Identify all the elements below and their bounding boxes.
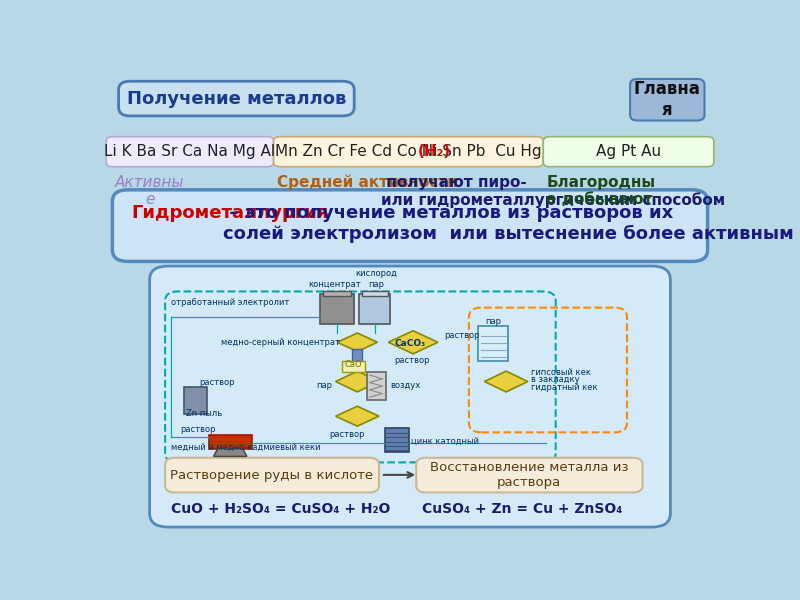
Polygon shape <box>388 331 438 354</box>
Polygon shape <box>485 371 528 392</box>
Polygon shape <box>337 333 378 352</box>
Bar <box>352 349 362 361</box>
FancyBboxPatch shape <box>112 190 708 262</box>
Text: Гидрометаллургия: Гидрометаллургия <box>131 203 328 221</box>
Polygon shape <box>209 434 252 449</box>
Text: в закладку: в закладку <box>531 376 579 385</box>
Bar <box>359 294 390 324</box>
Text: Благородны
е добывают: Благородны е добывают <box>546 175 655 207</box>
Text: отработанный электролит: отработанный электролит <box>171 298 290 307</box>
Bar <box>478 326 508 361</box>
Text: CuO + H₂SO₄ = CuSO₄ + H₂O: CuO + H₂SO₄ = CuSO₄ + H₂O <box>171 502 390 515</box>
Bar <box>184 387 207 414</box>
Text: Ag Pt Au: Ag Pt Au <box>596 144 661 159</box>
Text: Средней активности: Средней активности <box>277 175 458 190</box>
Text: раствор: раствор <box>394 356 430 365</box>
Text: – это получение металлов из растворов их
солей электролизом  или вытеснение боле: – это получение металлов из растворов их… <box>222 203 800 242</box>
FancyBboxPatch shape <box>630 79 705 121</box>
Polygon shape <box>336 406 379 426</box>
Text: медно-серный концентрат: медно-серный концентрат <box>221 338 340 347</box>
FancyBboxPatch shape <box>106 137 274 167</box>
FancyBboxPatch shape <box>274 137 543 167</box>
Text: Li K Ba Sr Ca Na Mg Al: Li K Ba Sr Ca Na Mg Al <box>104 144 275 159</box>
FancyBboxPatch shape <box>118 81 354 116</box>
Bar <box>386 428 409 452</box>
FancyBboxPatch shape <box>165 458 379 493</box>
Text: Восстановление металла из
раствора: Восстановление металла из раствора <box>430 461 629 489</box>
Text: (H₂): (H₂) <box>418 144 450 159</box>
Text: Активны
е: Активны е <box>115 175 184 207</box>
Text: Главна
я: Главна я <box>634 80 701 119</box>
Text: CaO: CaO <box>345 360 362 369</box>
FancyBboxPatch shape <box>543 137 714 167</box>
Text: раствор: раствор <box>199 378 234 387</box>
Bar <box>362 292 388 296</box>
Bar <box>323 292 351 296</box>
Bar <box>342 361 366 372</box>
FancyBboxPatch shape <box>416 458 642 493</box>
Text: пар: пар <box>317 382 333 391</box>
Text: получают пиро-
или гидрометаллургическим способом: получают пиро- или гидрометаллургическим… <box>381 175 725 208</box>
FancyBboxPatch shape <box>150 266 670 527</box>
Text: CaCO₃: CaCO₃ <box>394 338 426 347</box>
Text: раствор: раствор <box>330 430 365 439</box>
Text: раствор: раствор <box>444 331 480 340</box>
Text: пар: пар <box>486 317 502 326</box>
Text: Получение металлов: Получение металлов <box>126 89 346 107</box>
Text: кислород
пар: кислород пар <box>355 269 397 289</box>
Bar <box>320 294 354 324</box>
Text: CuSO₄ + Zn = Cu + ZnSO₄: CuSO₄ + Zn = Cu + ZnSO₄ <box>422 502 622 515</box>
Text: концентрат: концентрат <box>308 280 361 289</box>
Bar <box>366 372 386 400</box>
Text: медный и медно-кадмиевый кеки: медный и медно-кадмиевый кеки <box>171 443 321 452</box>
Polygon shape <box>214 449 247 457</box>
Text: раствор: раствор <box>181 425 216 434</box>
Text: цинк катодный: цинк катодный <box>411 436 479 445</box>
Text: гипсовый кек: гипсовый кек <box>531 368 591 377</box>
Text: гидратный кек: гидратный кек <box>531 383 598 392</box>
Polygon shape <box>336 371 379 392</box>
Text: Mn Zn Cr Fe Cd Co Ni Sn Pb  Cu Hg: Mn Zn Cr Fe Cd Co Ni Sn Pb Cu Hg <box>275 144 542 159</box>
Text: Zn пыль: Zn пыль <box>186 409 222 418</box>
Text: воздух: воздух <box>390 382 421 391</box>
Text: Растворение руды в кислоте: Растворение руды в кислоте <box>170 469 374 482</box>
